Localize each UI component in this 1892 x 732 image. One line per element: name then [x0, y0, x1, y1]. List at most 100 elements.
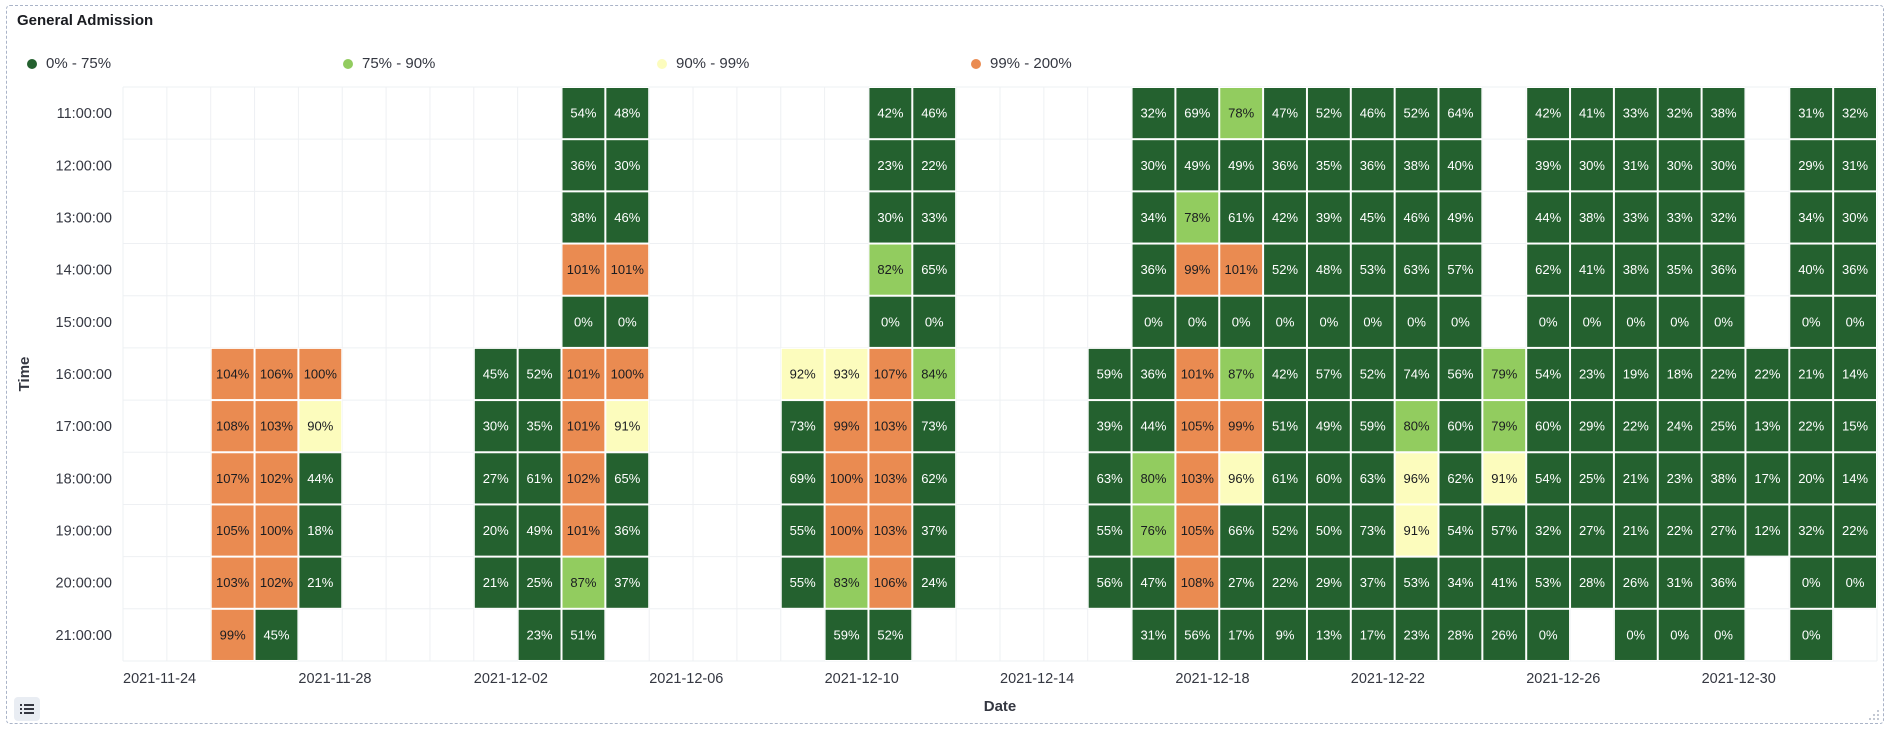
heatmap-cell [1306, 347, 1351, 401]
heatmap-cell [1394, 139, 1439, 192]
heatmap-cell [780, 556, 825, 609]
heatmap-cell [912, 87, 957, 140]
heatmap-cell [1701, 504, 1746, 557]
heatmap-cell [1701, 452, 1746, 505]
cell-value-label: 82% [877, 262, 903, 277]
heatmap-cell [1613, 556, 1658, 609]
heatmap-cell [298, 347, 343, 401]
cell-value-label: 44% [1535, 210, 1561, 225]
x-tick-label: 2021-12-30 [1702, 671, 1776, 687]
heatmap-cell [1526, 400, 1571, 453]
cell-value-label: 28% [1447, 627, 1473, 642]
heatmap-cell [1833, 347, 1878, 401]
heatmap-cell [1087, 452, 1132, 505]
heatmap-cell [1219, 452, 1264, 505]
x-tick-label: 2021-12-02 [474, 671, 548, 687]
heatmap-cell [1306, 452, 1351, 505]
cell-value-label: 27% [483, 471, 509, 486]
heatmap-cell [1526, 452, 1571, 505]
heatmap-cell [868, 139, 913, 192]
heatmap-cell [1350, 191, 1395, 244]
cell-value-label: 37% [1360, 575, 1386, 590]
cell-value-label: 36% [1842, 262, 1868, 277]
y-tick-label: 13:00:00 [56, 210, 112, 226]
cell-value-label: 96% [1404, 471, 1430, 486]
cell-value-label: 55% [1097, 523, 1123, 538]
legend-item-2[interactable]: 90% - 99% [657, 55, 749, 72]
heatmap-cell [1394, 608, 1439, 661]
heatmap-cell [1219, 608, 1264, 661]
cell-value-label: 52% [1360, 366, 1386, 381]
heatmap-cell [1657, 556, 1702, 609]
cell-value-label: 105% [1181, 523, 1215, 538]
heatmap-cell [1306, 295, 1351, 348]
heatmap-cell [1789, 608, 1834, 661]
cell-value-label: 102% [567, 471, 601, 486]
cell-value-label: 32% [1798, 523, 1824, 538]
cell-value-label: 40% [1447, 158, 1473, 173]
cell-value-label: 41% [1579, 106, 1605, 121]
heatmap-cell [1175, 400, 1220, 453]
cell-value-label: 26% [1491, 627, 1517, 642]
cell-value-label: 31% [1667, 575, 1693, 590]
cell-value-label: 103% [874, 523, 908, 538]
cell-value-label: 45% [1360, 210, 1386, 225]
x-tick-label: 2021-11-28 [298, 671, 371, 687]
heatmap-cell [1745, 452, 1790, 505]
resize-handle-icon[interactable] [1869, 710, 1879, 720]
heatmap-cell [517, 504, 562, 557]
heatmap-cell [254, 504, 299, 557]
cell-value-label: 29% [1316, 575, 1342, 590]
heatmap-cell [1131, 243, 1176, 296]
cell-value-label: 96% [1228, 471, 1254, 486]
heatmap-cell [1833, 556, 1878, 609]
cell-value-label: 42% [1535, 106, 1561, 121]
cell-value-label: 44% [1140, 419, 1166, 434]
heatmap-cell [210, 452, 255, 505]
heatmap-cell [1526, 504, 1571, 557]
heatmap-cell [473, 400, 518, 453]
heatmap-cell [1570, 191, 1614, 244]
heatmap-cell [1526, 191, 1571, 244]
cell-value-label: 17% [1228, 627, 1254, 642]
heatmap-cell [1526, 556, 1571, 609]
heatmap-cell [1131, 608, 1176, 661]
cell-value-label: 63% [1097, 471, 1123, 486]
legend-item-3[interactable]: 99% - 200% [971, 55, 1072, 72]
heatmap-cell [1789, 347, 1834, 401]
legend-item-0[interactable]: 0% - 75% [27, 55, 111, 72]
heatmap-cell [912, 243, 957, 296]
cell-value-label: 23% [1667, 471, 1693, 486]
cell-value-label: 25% [1711, 419, 1737, 434]
cell-value-label: 36% [1711, 575, 1737, 590]
legend-item-1[interactable]: 75% - 90% [343, 55, 435, 72]
cell-value-label: 60% [1535, 419, 1561, 434]
legend-toggle-button[interactable] [14, 697, 40, 721]
x-tick-label: 2021-12-10 [825, 671, 899, 687]
heatmap-cell [605, 87, 650, 140]
heatmap-cell [1394, 87, 1439, 140]
heatmap-cell [1570, 504, 1614, 557]
heatmap-cell [1482, 608, 1527, 661]
cell-value-label: 61% [1272, 471, 1298, 486]
heatmap-cell [1657, 87, 1702, 140]
cell-value-label: 22% [1272, 575, 1298, 590]
cell-value-label: 78% [1228, 106, 1254, 121]
heatmap-cell [517, 608, 562, 661]
heatmap-cell [1701, 87, 1746, 140]
cell-value-label: 80% [1140, 471, 1166, 486]
cell-value-label: 93% [834, 366, 860, 381]
heatmap-cell [1175, 191, 1220, 244]
heatmap-cell [824, 504, 869, 557]
heatmap-cell [1306, 191, 1351, 244]
heatmap-cell [1438, 347, 1483, 401]
heatmap-cell [1745, 400, 1790, 453]
heatmap-cell [780, 400, 825, 453]
cell-value-label: 55% [790, 523, 816, 538]
heatmap-cell [1087, 400, 1132, 453]
cell-value-label: 103% [1181, 471, 1215, 486]
y-tick-label: 21:00:00 [56, 628, 112, 644]
heatmap-cell [1613, 347, 1658, 401]
cell-value-label: 0% [618, 314, 637, 329]
heatmap-cell [912, 295, 957, 348]
